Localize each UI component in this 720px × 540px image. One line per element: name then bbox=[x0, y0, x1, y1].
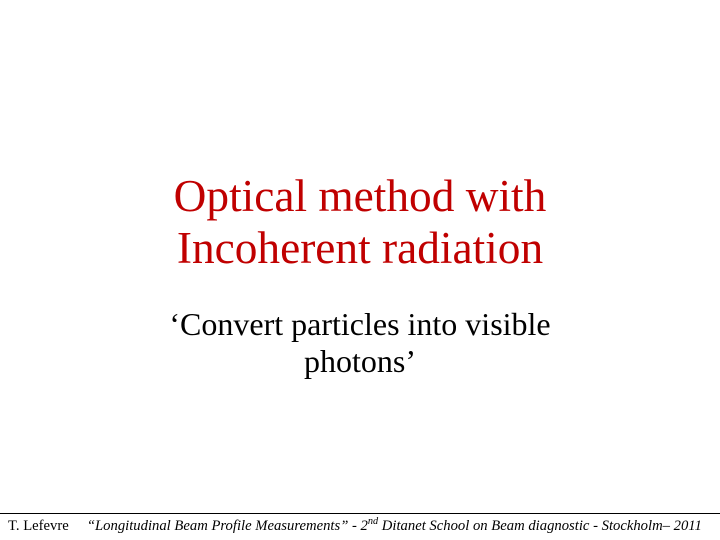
subtitle-line-2: photons’ bbox=[169, 343, 550, 380]
footer-text-suffix: Ditanet School on Beam diagnostic - Stoc… bbox=[378, 518, 702, 534]
title-line-2: Incoherent radiation bbox=[174, 222, 547, 274]
slide-footer: T. Lefevre “Longitudinal Beam Profile Me… bbox=[0, 516, 720, 536]
footer-divider bbox=[0, 513, 720, 514]
slide-subtitle: ‘Convert particles into visible photons’ bbox=[169, 306, 550, 380]
footer-text-sup: nd bbox=[368, 516, 378, 527]
footer-citation: “Longitudinal Beam Profile Measurements”… bbox=[69, 518, 720, 535]
footer-author: T. Lefevre bbox=[0, 518, 69, 535]
footer-text-prefix: “Longitudinal Beam Profile Measurements”… bbox=[87, 518, 368, 534]
slide: Optical method with Incoherent radiation… bbox=[0, 0, 720, 540]
subtitle-line-1: ‘Convert particles into visible bbox=[169, 306, 550, 343]
title-line-1: Optical method with bbox=[174, 170, 547, 222]
slide-title: Optical method with Incoherent radiation bbox=[174, 170, 547, 274]
